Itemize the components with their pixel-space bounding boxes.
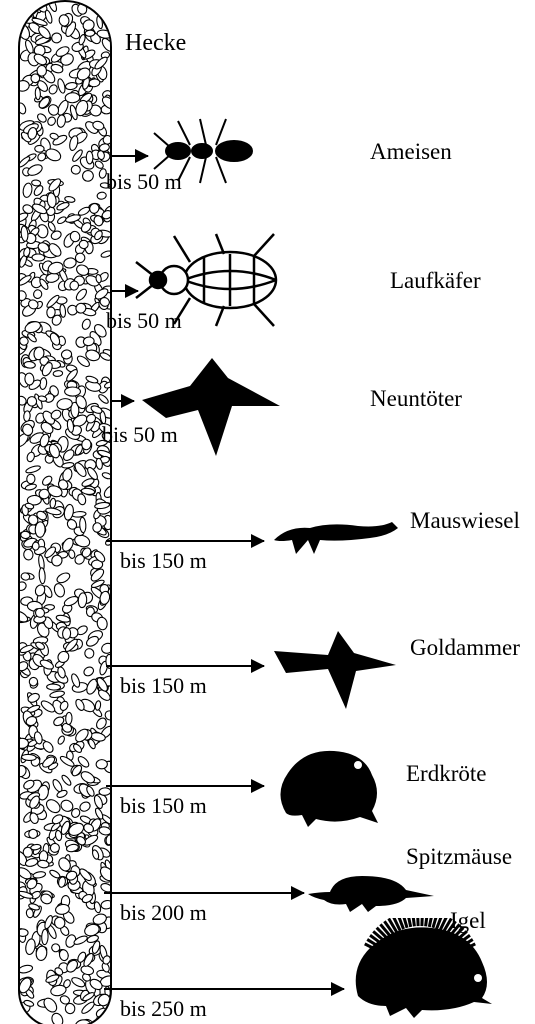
neuntoeter-icon bbox=[132, 352, 282, 467]
laufkaefer-icon bbox=[134, 232, 304, 333]
distance-arrow bbox=[110, 400, 134, 402]
species-name: Laufkäfer bbox=[390, 268, 481, 294]
distance-arrow bbox=[104, 988, 344, 990]
erdkroete-icon bbox=[268, 739, 388, 832]
hedge-column bbox=[18, 0, 112, 1024]
distance-arrow bbox=[106, 785, 264, 787]
spitzmaeuse-icon bbox=[306, 862, 436, 917]
species-name: Erdkröte bbox=[406, 761, 486, 787]
species-name: Ameisen bbox=[370, 139, 452, 165]
species-name: Goldammer bbox=[410, 635, 520, 661]
species-name: Mauswiesel bbox=[410, 508, 520, 534]
distance-arrow bbox=[106, 665, 264, 667]
mauswiesel-icon bbox=[270, 506, 400, 563]
distance-label: bis 200 m bbox=[120, 900, 207, 926]
distance-label: bis 250 m bbox=[120, 996, 207, 1022]
ameisen-icon bbox=[150, 111, 270, 194]
distance-label: bis 150 m bbox=[120, 793, 207, 819]
igel-icon bbox=[342, 918, 502, 1023]
distance-label: bis 150 m bbox=[120, 673, 207, 699]
distance-arrow bbox=[110, 155, 148, 157]
diagram-title: Hecke bbox=[125, 30, 186, 57]
distance-arrow bbox=[104, 892, 304, 894]
distance-arrow bbox=[106, 540, 264, 542]
goldammer-icon bbox=[268, 625, 398, 716]
distance-label: bis 150 m bbox=[120, 548, 207, 574]
species-name: Neuntöter bbox=[370, 386, 462, 412]
